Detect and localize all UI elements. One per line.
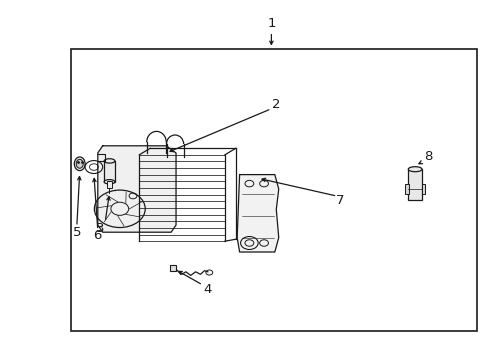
Ellipse shape [104,180,115,184]
Ellipse shape [407,167,421,172]
Bar [405,184,408,194]
Ellipse shape [76,159,83,168]
Polygon shape [98,146,176,232]
Polygon shape [237,175,278,252]
Text: 8: 8 [423,150,431,163]
Bar [71,49,476,331]
Text: 5: 5 [72,226,81,239]
Bar [407,169,421,200]
Text: 1: 1 [266,17,275,30]
Bar [170,265,176,271]
Text: 3: 3 [96,222,104,235]
Bar [104,161,115,182]
Text: 7: 7 [335,194,344,207]
Ellipse shape [104,159,115,163]
Text: 6: 6 [92,229,101,242]
Ellipse shape [74,157,85,171]
Text: 4: 4 [203,283,212,296]
Bar [107,181,112,188]
Text: 2: 2 [271,98,280,111]
Bar [421,184,424,194]
